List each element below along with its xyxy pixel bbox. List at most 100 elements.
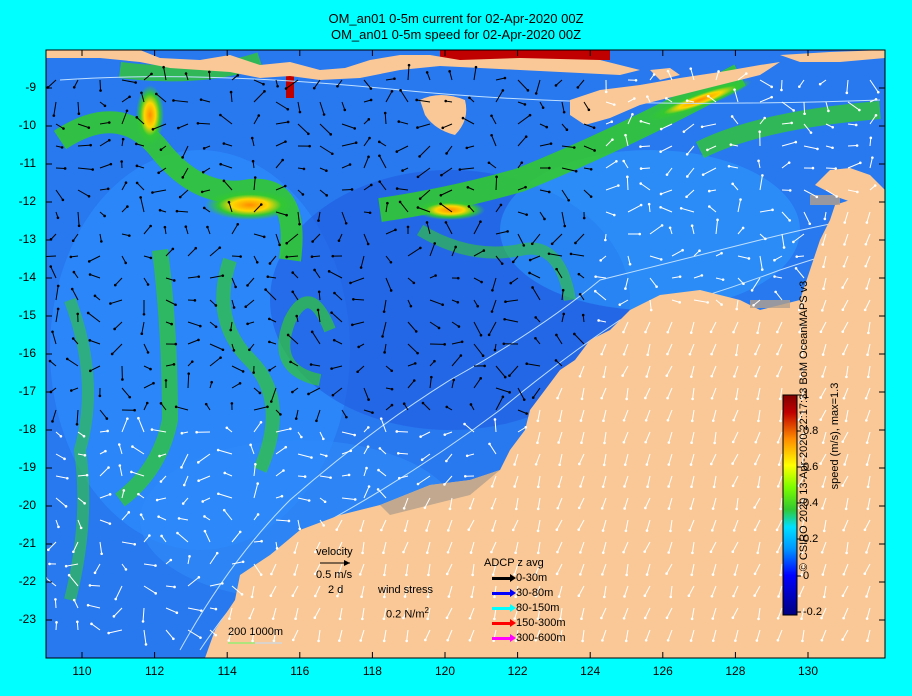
current-arrow [776, 321, 783, 333]
current-arrow [759, 209, 773, 213]
current-arrow [202, 497, 211, 502]
current-arrow [869, 114, 877, 125]
current-arrow [602, 409, 607, 421]
y-tick-label: -9 [25, 80, 36, 94]
current-arrow [55, 123, 64, 129]
current-arrow [383, 607, 387, 619]
current-arrow [275, 141, 286, 147]
current-arrow [314, 541, 321, 553]
current-arrow [759, 175, 763, 191]
current-arrow [99, 467, 109, 477]
current-arrow [275, 211, 287, 216]
current-arrow [691, 541, 695, 553]
current-arrow [601, 343, 607, 355]
current-arrow [537, 541, 541, 553]
current-arrow [108, 629, 123, 634]
current-arrow [557, 541, 563, 553]
current-arrow [758, 607, 761, 619]
current-arrow [504, 318, 519, 323]
current-arrow [177, 532, 189, 543]
current-arrow [595, 276, 607, 279]
current-arrow [143, 629, 147, 645]
current-arrow [583, 101, 590, 111]
current-arrow [781, 211, 791, 221]
current-arrow [218, 449, 233, 455]
current-arrow [605, 185, 619, 191]
current-arrow [536, 431, 541, 443]
current-arrow [605, 211, 615, 216]
y-tick-label: -14 [18, 270, 36, 284]
current-arrow [363, 409, 373, 414]
current-arrow [385, 78, 395, 81]
current-arrow [780, 563, 783, 575]
current-arrow [582, 629, 585, 641]
current-arrow [398, 121, 409, 125]
current-arrow [537, 607, 541, 619]
current-arrow [338, 563, 343, 575]
current-arrow [561, 211, 566, 227]
current-arrow [711, 519, 717, 531]
current-arrow [690, 68, 695, 81]
current-arrow [297, 123, 309, 135]
current-arrow [558, 585, 563, 597]
current-arrow [781, 233, 785, 248]
current-arrow [469, 607, 475, 619]
current-arrow [733, 519, 739, 531]
current-arrow [774, 255, 783, 261]
current-arrow [251, 138, 255, 147]
current-arrow [649, 299, 652, 311]
current-arrow [179, 189, 189, 198]
current-arrow [121, 79, 136, 84]
current-arrow [732, 541, 739, 552]
y-tick-label: -21 [18, 536, 36, 550]
current-arrow [143, 343, 149, 353]
current-arrow [310, 364, 321, 367]
current-arrow [798, 585, 805, 597]
current-arrow [561, 189, 570, 201]
current-arrow [495, 365, 506, 378]
current-arrow [77, 101, 80, 114]
current-arrow [341, 101, 346, 111]
current-arrow [77, 519, 82, 529]
current-arrow [495, 387, 510, 393]
current-arrow [396, 430, 409, 433]
current-arrow [99, 519, 111, 525]
current-arrow [759, 255, 763, 270]
current-arrow [644, 387, 651, 399]
current-arrow [77, 497, 85, 504]
adcp-legend-label: 150-300m [516, 617, 566, 629]
current-arrow [514, 453, 519, 465]
current-arrow [315, 409, 321, 421]
adcp-legend-item: 300-600m [492, 632, 566, 644]
current-arrow [114, 321, 123, 330]
current-arrow [143, 225, 152, 235]
current-arrow [209, 247, 221, 257]
current-arrow [692, 387, 695, 399]
current-arrow [362, 541, 365, 553]
current-arrow [865, 409, 871, 421]
x-tick-label: 126 [652, 664, 673, 678]
current-arrow [157, 497, 167, 501]
current-arrow [292, 585, 299, 596]
current-arrow [99, 163, 112, 169]
current-arrow [275, 519, 289, 522]
current-arrow [866, 211, 871, 223]
current-arrow [755, 431, 761, 443]
current-arrow [143, 563, 156, 567]
current-arrow [220, 163, 233, 169]
current-arrow [469, 629, 475, 641]
current-arrow [158, 516, 167, 521]
current-arrow [645, 431, 651, 443]
current-arrow [866, 277, 871, 289]
current-arrow [178, 123, 189, 129]
current-arrow [666, 365, 673, 376]
current-arrow [776, 519, 783, 531]
current-arrow [442, 123, 453, 129]
current-arrow [578, 453, 585, 465]
current-arrow [733, 585, 739, 597]
current-arrow [319, 101, 325, 115]
current-arrow [578, 519, 585, 530]
current-arrow [561, 167, 577, 172]
current-arrow [89, 584, 101, 587]
current-arrow [579, 563, 585, 575]
